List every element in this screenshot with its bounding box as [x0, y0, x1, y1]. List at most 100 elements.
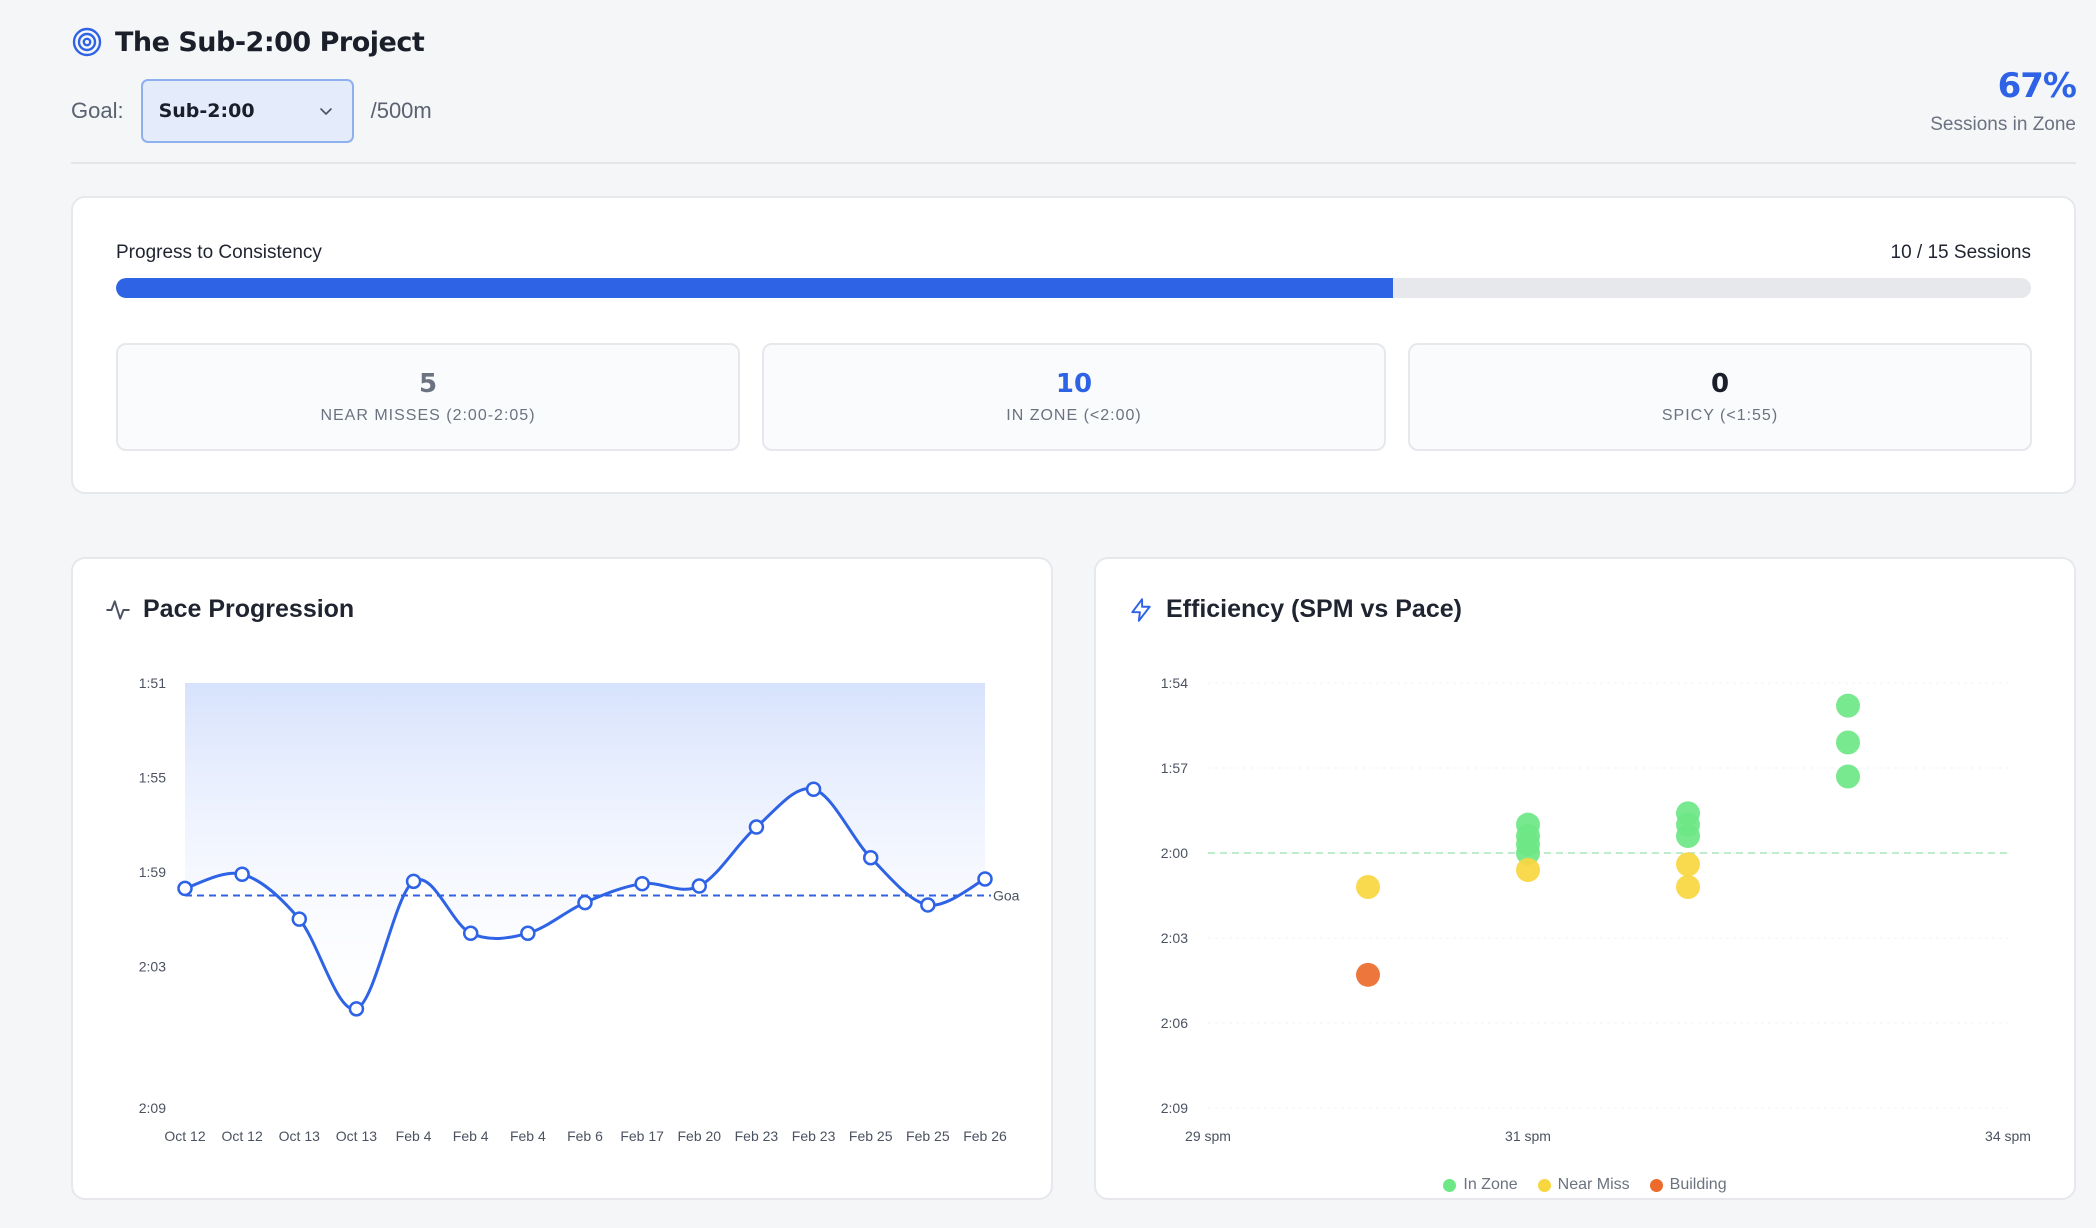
progress-bar-fill [116, 278, 1394, 298]
scatter-point [1356, 962, 1380, 987]
goal-line-label: Goa [993, 888, 1020, 904]
x-tick-label: Feb 23 [792, 1128, 836, 1144]
y-tick-label: 1:55 [139, 769, 166, 785]
legend-item-building: Building [1649, 1176, 1727, 1194]
pace-chart-title: Pace Progression [143, 595, 355, 623]
goal-select[interactable]: Sub-2:00 [140, 79, 354, 143]
progress-label: Progress to Consistency [116, 242, 322, 263]
y-tick-label: 2:03 [1161, 930, 1188, 946]
pace-point [177, 880, 193, 897]
chart-legend: In Zone Near Miss Building [1096, 1176, 2074, 1194]
pace-point [920, 897, 936, 913]
goal-row: Goal: Sub-2:00 /500m [71, 79, 432, 143]
legend-label: In Zone [1463, 1176, 1518, 1193]
goal-label: Goal: [71, 98, 124, 123]
y-tick-label: 2:06 [1161, 1015, 1188, 1031]
scatter-point [1676, 824, 1700, 848]
progress-card: Progress to Consistency 10 / 15 Sessions… [71, 196, 2076, 494]
y-tick-label: 1:59 [139, 864, 166, 880]
x-tick-label: Oct 12 [164, 1128, 205, 1144]
stat-value: 5 [418, 369, 438, 399]
stat-value: 10 [1055, 369, 1093, 399]
zone-percentage: 67% [1997, 66, 2077, 106]
x-tick-label: Oct 13 [336, 1128, 377, 1144]
x-tick-label: Feb 4 [396, 1128, 432, 1144]
y-tick-label: 2:00 [1161, 845, 1188, 861]
progress-bar [116, 278, 2031, 298]
legend-label: Near Miss [1557, 1176, 1630, 1193]
pace-point [520, 925, 536, 942]
legend-dot [1537, 1178, 1551, 1192]
y-tick-label: 1:57 [1161, 760, 1188, 776]
x-tick-label: 34 spm [1985, 1128, 2031, 1144]
x-tick-label: Feb 25 [849, 1128, 893, 1144]
legend-item-near-miss: Near Miss [1537, 1176, 1630, 1194]
legend-dot [1443, 1178, 1457, 1192]
stat-in-zone: 10 IN ZONE (<2:00) [762, 343, 1386, 451]
y-tick-label: 2:09 [1161, 1100, 1188, 1116]
page-title: The Sub-2:00 Project [115, 26, 425, 58]
stat-near-misses: 5 NEAR MISSES (2:00-2:05) [116, 343, 740, 451]
efficiency-chart-title: Efficiency (SPM vs Pace) [1166, 595, 1462, 623]
pace-point [805, 781, 822, 797]
x-tick-label: Oct 13 [279, 1128, 320, 1144]
stat-label: NEAR MISSES (2:00-2:05) [320, 407, 536, 424]
target-icon [72, 27, 102, 57]
legend-dot [1649, 1178, 1663, 1192]
stat-label: IN ZONE (<2:00) [1006, 407, 1142, 424]
pace-chart-title-row: Pace Progression [105, 595, 354, 624]
x-tick-label: Feb 25 [906, 1128, 950, 1144]
legend-label: Building [1669, 1176, 1727, 1193]
header: The Sub-2:00 Project Goal: Sub-2:00 /500… [71, 26, 2077, 164]
stat-label: SPICY (<1:55) [1661, 407, 1779, 424]
pace-point [862, 849, 879, 866]
scatter-point [1836, 764, 1860, 789]
goal-select-value: Sub-2:00 [158, 100, 255, 122]
stat-value: 0 [1710, 369, 1730, 399]
stat-spicy: 0 SPICY (<1:55) [1408, 343, 2032, 451]
pace-area [185, 683, 985, 1010]
scatter-point [1836, 730, 1860, 755]
y-tick-label: 2:03 [139, 958, 166, 974]
scatter-point [1516, 841, 1540, 865]
pace-point [405, 873, 422, 890]
y-tick-label: 1:51 [139, 675, 166, 691]
x-tick-label: Oct 12 [222, 1128, 263, 1144]
x-tick-label: Feb 26 [963, 1128, 1007, 1144]
progress-count: 10 / 15 Sessions [1890, 242, 2031, 263]
efficiency-chart-title-row: Efficiency (SPM vs Pace) [1128, 595, 1462, 624]
y-tick-label: 2:09 [139, 1100, 166, 1116]
pace-point [348, 1001, 365, 1017]
y-tick-label: 1:54 [1161, 675, 1188, 691]
x-tick-label: 29 spm [1185, 1128, 1231, 1144]
pace-point [291, 911, 308, 927]
pace-point [234, 866, 250, 882]
x-tick-label: Feb 20 [677, 1128, 721, 1144]
x-tick-label: Feb 6 [567, 1128, 603, 1144]
pace-point [577, 894, 593, 911]
efficiency-chart-card: 1:54 1:57 2:00 2:03 2:06 2:09 29 spm 31 spm 34 s… [1094, 557, 2076, 1200]
zone-stat: 67% Sessions in Zone [1930, 66, 2077, 136]
pace-point [977, 871, 993, 887]
unit-label: /500m [370, 98, 432, 123]
pace-point [462, 925, 479, 942]
zone-caption: Sessions in Zone [1930, 114, 2076, 135]
x-tick-label: Feb 17 [620, 1128, 664, 1144]
scatter-point [1676, 852, 1700, 877]
efficiency-chart: 1:54 1:57 2:00 2:03 2:06 2:09 29 spm 31 spm 34 s… [1161, 675, 2031, 1144]
scatter-point [1836, 693, 1860, 718]
scatter-point [1356, 875, 1380, 899]
scatter-point [1516, 858, 1540, 882]
legend-item-in-zone: In Zone [1443, 1176, 1518, 1194]
progress-header: Progress to Consistency 10 / 15 Sessions [116, 242, 2031, 264]
pace-chart: 1:51 1:55 1:59 2:03 2:09 Goa Oct 12 Oct 12 Oct 1… [139, 675, 1020, 1144]
pace-line [184, 787, 986, 1011]
x-tick-label: 31 spm [1505, 1128, 1551, 1144]
pace-chart-card: 1:51 1:55 1:59 2:03 2:09 Goa Oct 12 Oct 12 Oct 1… [71, 557, 1053, 1200]
x-tick-label: Feb 4 [510, 1128, 546, 1144]
activity-icon [106, 599, 130, 620]
x-tick-label: Feb 4 [453, 1128, 489, 1144]
pace-point [691, 878, 708, 894]
chevron-down-icon [319, 108, 332, 115]
title-row: The Sub-2:00 Project [71, 26, 2076, 58]
